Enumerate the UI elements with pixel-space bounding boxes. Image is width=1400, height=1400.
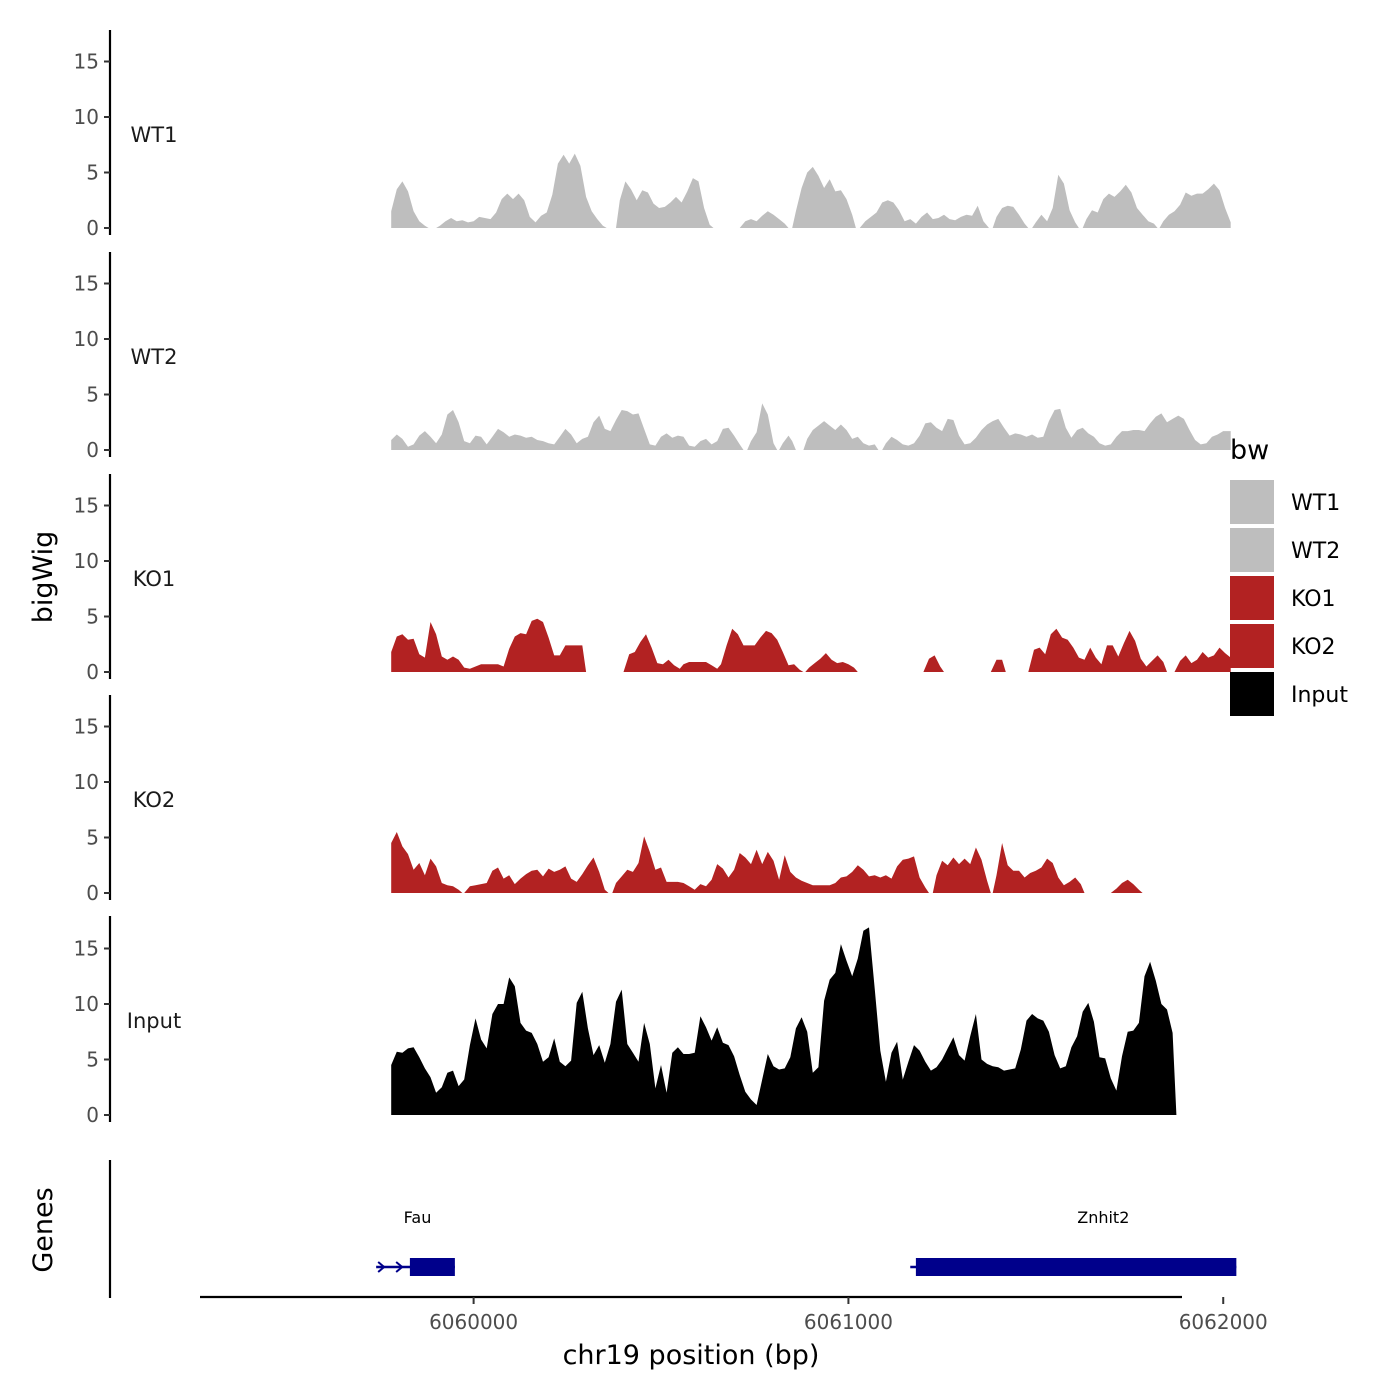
legend-entry-wt2: WT2 [1230, 528, 1340, 572]
track-label: WT2 [131, 345, 178, 369]
y-tick-label: 0 [86, 438, 99, 462]
strand-arrow-icon [395, 1261, 404, 1273]
track-label: WT1 [131, 123, 178, 147]
y-tick-label: 15 [74, 272, 99, 296]
y-tick-label: 10 [74, 770, 99, 794]
legend-entry-wt1: WT1 [1230, 480, 1340, 524]
x-tick-label: 6060000 [429, 1310, 518, 1334]
genes-panel: Fau Znhit2 [108, 1160, 1237, 1298]
legend-label: WT2 [1291, 539, 1340, 564]
y-tick-label: 5 [86, 383, 99, 407]
gene-fau: Fau [376, 1208, 455, 1276]
legend: bw WT1 WT2 KO1 KO2 Input [1230, 435, 1348, 716]
y-tick-label: 10 [74, 327, 99, 351]
legend-label: Input [1291, 683, 1348, 708]
y-tick-label: 5 [86, 1048, 99, 1072]
signal-area-ko2 [391, 832, 1143, 893]
legend-key [1230, 576, 1274, 620]
track-label: KO1 [133, 567, 176, 591]
legend-key [1230, 624, 1274, 668]
y-tick-label: 5 [86, 161, 99, 185]
track-input: 0 5 10 15 Input [74, 916, 1177, 1127]
y-tick-label: 10 [74, 549, 99, 573]
gene-exon [915, 1258, 1237, 1276]
y-tick-label: 10 [74, 105, 99, 129]
tracks-layer: 0 5 10 15 WT1 0 5 10 15 WT2 0 5 10 15 KO1 0 5 10 15 KO2 0 5 10… [74, 30, 1231, 1127]
strand-arrow-icon [377, 1261, 386, 1273]
y-tick-label: 5 [86, 605, 99, 629]
gene-znhit2: Znhit2 [910, 1208, 1237, 1276]
track-wt2: 0 5 10 15 WT2 [74, 252, 1231, 462]
x-tick-label: 6061000 [804, 1310, 893, 1334]
y-tick-label: 15 [74, 50, 99, 74]
signal-area-wt1 [391, 153, 1231, 228]
legend-key [1230, 480, 1274, 524]
track-label: Input [127, 1009, 181, 1033]
track-label: KO2 [133, 788, 176, 812]
legend-label: KO1 [1291, 587, 1336, 612]
legend-label: KO2 [1291, 635, 1336, 660]
gene-exon [409, 1258, 455, 1276]
x-axis-title: chr19 position (bp) [563, 1340, 820, 1371]
legend-key [1230, 672, 1274, 716]
track-ko2: 0 5 10 15 KO2 [74, 695, 1143, 905]
y-axis-title: bigWig [28, 531, 59, 624]
legend-entry-ko1: KO1 [1230, 576, 1336, 620]
y-tick-label: 0 [86, 660, 99, 684]
legend-label: WT1 [1291, 491, 1340, 516]
y-tick-label: 5 [86, 826, 99, 850]
y-tick-label: 0 [86, 216, 99, 240]
signal-area-input [391, 927, 1177, 1115]
y-tick-label: 0 [86, 1103, 99, 1127]
legend-entry-input: Input [1230, 672, 1348, 716]
legend-title: bw [1230, 435, 1269, 466]
y-tick-label: 15 [74, 937, 99, 961]
legend-entry-ko2: KO2 [1230, 624, 1336, 668]
track-ko1: 0 5 10 15 KO1 [74, 474, 1231, 684]
track-wt1: 0 5 10 15 WT1 [74, 30, 1231, 240]
y-tick-label: 15 [74, 494, 99, 518]
legend-key [1230, 528, 1274, 572]
y-tick-label: 15 [74, 715, 99, 739]
y-tick-label: 0 [86, 881, 99, 905]
x-tick-label: 6062000 [1179, 1310, 1268, 1334]
gene-label: Fau [404, 1208, 432, 1227]
gene-label: Znhit2 [1077, 1208, 1129, 1227]
signal-area-wt2 [391, 403, 1231, 450]
signal-area-ko1 [391, 618, 1231, 672]
x-axis: 6060000 6061000 6062000 [200, 1295, 1268, 1334]
y-tick-label: 10 [74, 992, 99, 1016]
genes-panel-title: Genes [28, 1187, 59, 1272]
